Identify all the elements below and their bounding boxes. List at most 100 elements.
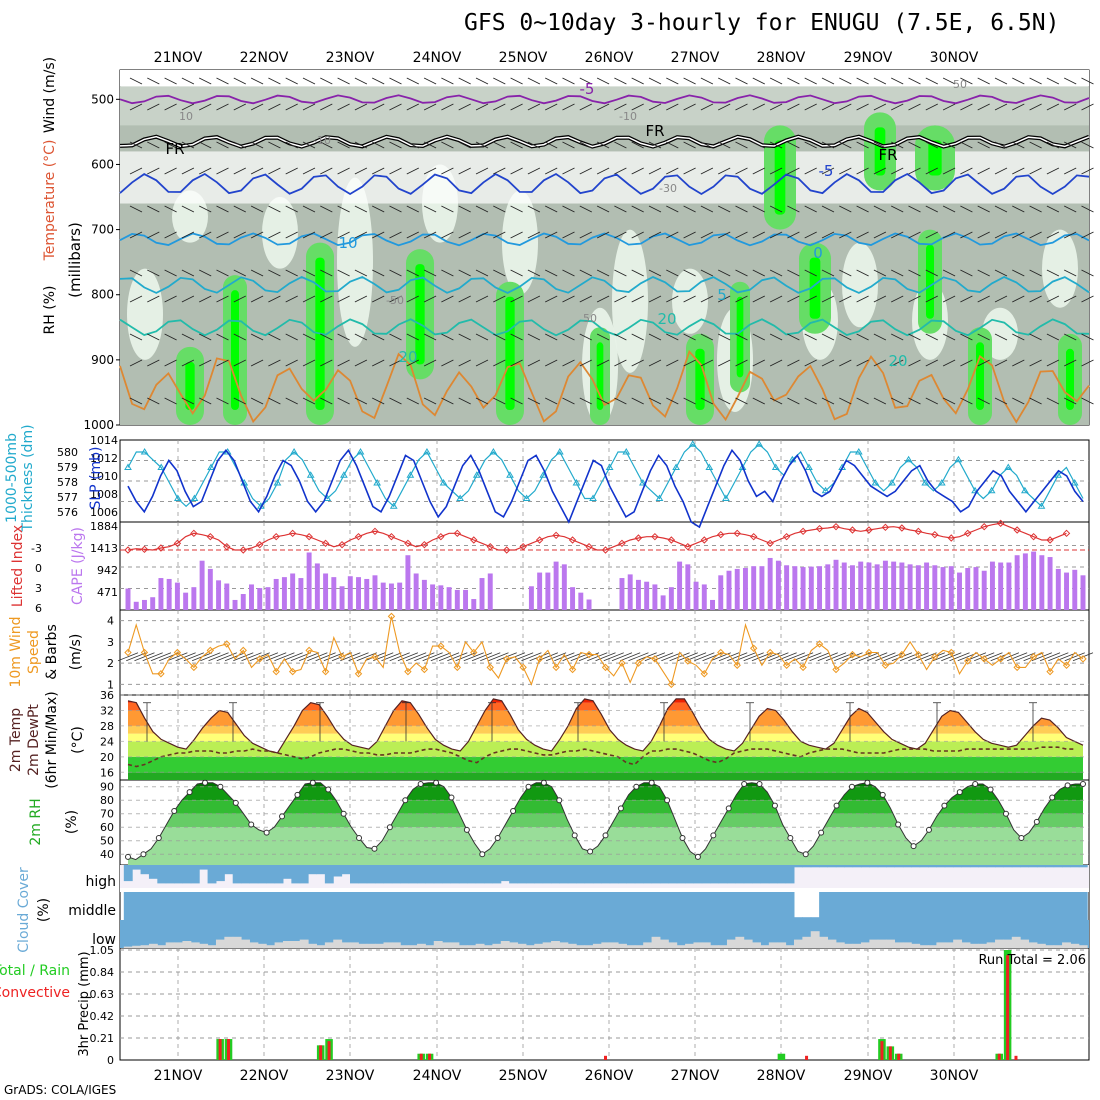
wind-barb (268, 141, 281, 149)
wind-barb (423, 269, 437, 277)
li-marker (700, 536, 709, 544)
wind-barb (510, 359, 523, 367)
li-marker (684, 542, 692, 551)
wind-barb (233, 77, 247, 85)
wind-barb (249, 652, 270, 662)
rh-marker (1049, 794, 1056, 801)
wind-barb (441, 103, 454, 111)
rh-saturated-core (928, 140, 942, 176)
cloud-mid-bar (710, 892, 720, 920)
cloud-high-bar (458, 865, 468, 884)
wind-barb (493, 231, 506, 239)
wind-barb (666, 103, 679, 111)
wind-barb (942, 333, 956, 341)
cape-bar (191, 587, 197, 610)
cape-bar (660, 595, 666, 610)
temp-tick-label: 16 (100, 766, 114, 779)
wind-barb (1031, 652, 1052, 662)
cloud-high-bar (450, 865, 460, 884)
cloud-high-bar (1011, 865, 1021, 868)
wind-barb (164, 103, 177, 111)
axis-label: & Barbs (44, 624, 60, 680)
cloud-high-bar (844, 865, 854, 868)
cloud-high-bar (559, 865, 569, 884)
cloud-low-bar (869, 939, 879, 948)
rh-marker (186, 789, 193, 796)
wind-barb (717, 333, 731, 341)
thickness-marker (805, 463, 813, 470)
wind-barb (1046, 359, 1060, 367)
thickness-tick-label: 576 (57, 506, 78, 519)
wind-barb (320, 231, 333, 239)
wind-barb (1029, 103, 1042, 111)
cloud-low-bar (902, 942, 912, 948)
wind-barb (700, 397, 714, 405)
cloud-high-bar (517, 865, 527, 884)
cape-bar (421, 579, 427, 610)
wind-barb (307, 652, 328, 662)
wind-barb (320, 295, 333, 303)
axis-label: 2m Temp (8, 708, 24, 772)
wind-barb (216, 652, 237, 662)
wind-barb (544, 103, 558, 111)
rh-marker (679, 835, 686, 842)
wind-barb (510, 141, 523, 149)
wind-barb (717, 205, 731, 213)
wind-barb (977, 141, 990, 149)
wind-barb (1029, 295, 1042, 303)
wind-barb (596, 103, 610, 111)
cloud-low-bar (425, 945, 435, 948)
cloud-mid-bar (752, 892, 761, 920)
li-marker (552, 531, 560, 540)
wind-barb (198, 359, 212, 367)
cloud-mid-bar (199, 892, 209, 920)
cloud-mid-bar (961, 892, 971, 920)
wind-barb (683, 167, 696, 175)
wind-barb (804, 231, 817, 239)
wind-barb (198, 269, 212, 277)
wind-barb (562, 269, 575, 277)
wind-barb (735, 295, 748, 303)
cloud-high-bar (1020, 865, 1030, 868)
cloud-mid-bar (257, 892, 267, 920)
wind-barb (447, 652, 468, 662)
precip-total-label: Total / Rain (0, 963, 70, 979)
cloud-low-bar (1011, 936, 1021, 948)
cloud-high-bar (676, 865, 686, 884)
li-marker (272, 532, 280, 541)
slp-panel (120, 440, 1089, 529)
cloud-low-bar (492, 943, 502, 948)
wind-barb (268, 333, 281, 341)
wind-barb (994, 103, 1008, 111)
date-tick-bottom: 26NOV (585, 1068, 634, 1084)
cape-bar (948, 566, 954, 610)
temp-band (128, 725, 1083, 734)
wind-marker (1046, 667, 1054, 676)
wind-barb (233, 652, 254, 662)
wind-barb (683, 269, 696, 277)
cloud-high-bar (911, 865, 921, 868)
wind-barb (285, 295, 298, 303)
cloud-high-bar (852, 865, 862, 868)
wind-barb (198, 77, 212, 85)
precip-conv-bar (604, 1055, 607, 1060)
cloud-mid-bar (182, 892, 192, 920)
cloud-low-bar (810, 931, 820, 948)
wind-barb (510, 333, 523, 341)
wind-marker (535, 655, 544, 663)
cloud-mid-bar (911, 892, 921, 920)
wind-barb (839, 269, 852, 277)
cape-tick-label: 942 (97, 564, 118, 577)
cloud-low-bar (534, 943, 544, 948)
wind-barb (994, 167, 1008, 175)
wind-barb (562, 167, 575, 175)
li-marker (964, 529, 972, 538)
cloud-high-bar (400, 865, 410, 884)
thickness-marker (555, 448, 564, 455)
wind-barb (977, 295, 990, 303)
thickness-marker (373, 479, 382, 486)
cloud-mid-bar (215, 892, 225, 920)
wind-barb (406, 397, 420, 405)
thickness-marker (755, 440, 764, 447)
cloud-high-bar (182, 865, 192, 884)
